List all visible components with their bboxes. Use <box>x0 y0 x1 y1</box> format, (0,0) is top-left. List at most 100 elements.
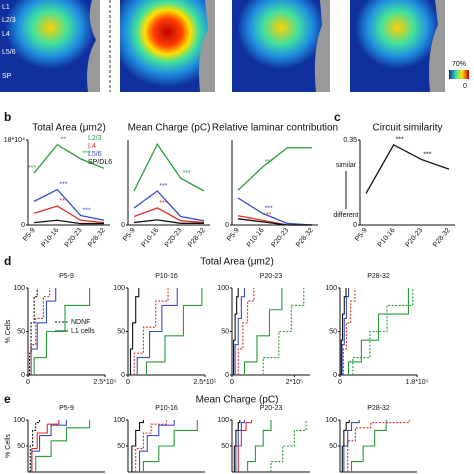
chart-title: Relative laminar contribution <box>212 123 338 134</box>
x-tick-label: 0 <box>26 379 30 386</box>
row-title: Total Area (μm2) <box>200 257 274 268</box>
similarity-top: similar <box>336 162 357 169</box>
x-tick-label: 0 <box>126 379 130 386</box>
cdf-line <box>347 420 410 472</box>
cdf-line <box>139 420 175 472</box>
panel-label: b <box>4 110 11 124</box>
cdf-line <box>30 288 51 375</box>
y-tick-label: 100 <box>217 285 229 292</box>
x-tick-label: P20-23 <box>164 227 184 249</box>
cdf-line <box>348 288 409 375</box>
y-tick-label: 18*10⁴ <box>4 137 25 144</box>
cdf-line <box>135 420 168 472</box>
cdf-line <box>343 420 360 472</box>
layer-label: L4 <box>2 31 10 38</box>
chart-title: Circuit similarity <box>373 123 443 134</box>
legend-label: NDNF <box>71 319 90 326</box>
y-tick-label: 50 <box>329 328 337 335</box>
significance: *** <box>265 159 273 166</box>
cdf-line <box>341 288 350 375</box>
cdf-line <box>145 288 203 375</box>
colorbar <box>449 70 469 79</box>
chart-title: P28-32 <box>367 405 390 412</box>
legend-label: L4 <box>88 143 96 150</box>
heatmaps: 70% 0 <box>0 0 469 92</box>
significance: *** <box>83 151 91 158</box>
y-tick-label: 100 <box>217 417 229 424</box>
line <box>237 197 313 226</box>
line <box>133 142 205 192</box>
y-tick-label: 0 <box>225 222 229 229</box>
cdf-line <box>35 420 91 472</box>
cdf-line <box>29 420 41 472</box>
x-tick-label: 2.5*10⁵ <box>93 379 116 386</box>
y-tick-label: 100 <box>325 417 337 424</box>
x-tick-label: P5-9 <box>354 227 369 243</box>
chart-title: P20-23 <box>260 273 283 280</box>
significance: *** <box>159 200 167 207</box>
significance: *** <box>159 183 167 190</box>
y-tick-label: 0 <box>225 372 229 379</box>
x-tick-label: P20-23 <box>270 227 290 249</box>
y-tick-label: 100 <box>325 285 337 292</box>
row-title: Mean Charge (pC) <box>196 395 279 406</box>
y-tick-label: 0 <box>353 222 357 229</box>
cdf-line <box>30 288 57 375</box>
layer-label: L2/3 <box>2 17 16 24</box>
cdf-line <box>31 420 68 472</box>
slice-edge <box>87 0 100 92</box>
cdf-line <box>133 288 169 375</box>
line <box>133 219 204 224</box>
line <box>237 147 312 191</box>
x-tick-label: 2.5*10⁵ <box>193 379 216 386</box>
cdf-line <box>136 288 178 375</box>
slice-edge <box>199 0 215 92</box>
x-tick-label: P10-16 <box>140 227 160 249</box>
x-tick-label: P28-32 <box>295 227 315 249</box>
legend-label: SP/DL6 <box>88 159 112 166</box>
cdf-line <box>237 288 255 375</box>
y-tick-label: 50 <box>117 328 125 335</box>
layer-label: SP <box>2 73 12 80</box>
chart-title: Mean Charge (pC) <box>128 123 211 134</box>
y-tick-label: 50 <box>221 328 229 335</box>
x-tick-label: P10-16 <box>40 227 60 249</box>
chart-title: P10-16 <box>155 405 178 412</box>
cdf-line <box>247 420 272 472</box>
y-tick-label: 50 <box>17 443 25 450</box>
x-tick-label: 0 <box>230 379 234 386</box>
y-tick-label: 0 <box>121 222 125 229</box>
y-tick-label: 0 <box>121 372 125 379</box>
y-tick-label: 50 <box>329 443 337 450</box>
cdf-line <box>342 288 356 375</box>
line <box>237 218 312 226</box>
similarity-bottom: different <box>333 212 358 219</box>
cdf-line <box>233 288 239 375</box>
cdf-line <box>131 420 144 472</box>
chart-title: P10-16 <box>155 273 178 280</box>
x-tick-label: P10-16 <box>246 227 266 249</box>
cdf-line <box>237 420 253 472</box>
significance: ** <box>61 137 67 144</box>
y-tick-label: 50 <box>117 443 125 450</box>
legend-label: L5/6 <box>88 151 102 158</box>
x-tick-label: P28-32 <box>432 227 452 249</box>
layer-label: L5/6 <box>2 49 16 56</box>
x-tick-label: P5-9 <box>122 227 137 243</box>
significance: *** <box>59 198 67 205</box>
x-tick-label: 2*10⁵ <box>286 379 303 386</box>
layer-label: L1 <box>2 4 10 11</box>
line <box>33 143 105 174</box>
x-tick-label: P5-9 <box>22 227 37 243</box>
panel-label: d <box>4 254 11 268</box>
y-tick-label: 100 <box>113 417 125 424</box>
line <box>365 143 450 194</box>
legend-label: L2/3 <box>88 135 102 142</box>
y-tick-label: 0 <box>333 372 337 379</box>
cdf-line <box>33 288 91 375</box>
y-tick-label: 0 <box>21 372 25 379</box>
significance: *** <box>83 207 91 214</box>
line <box>133 207 205 224</box>
slice-edge <box>429 0 445 92</box>
